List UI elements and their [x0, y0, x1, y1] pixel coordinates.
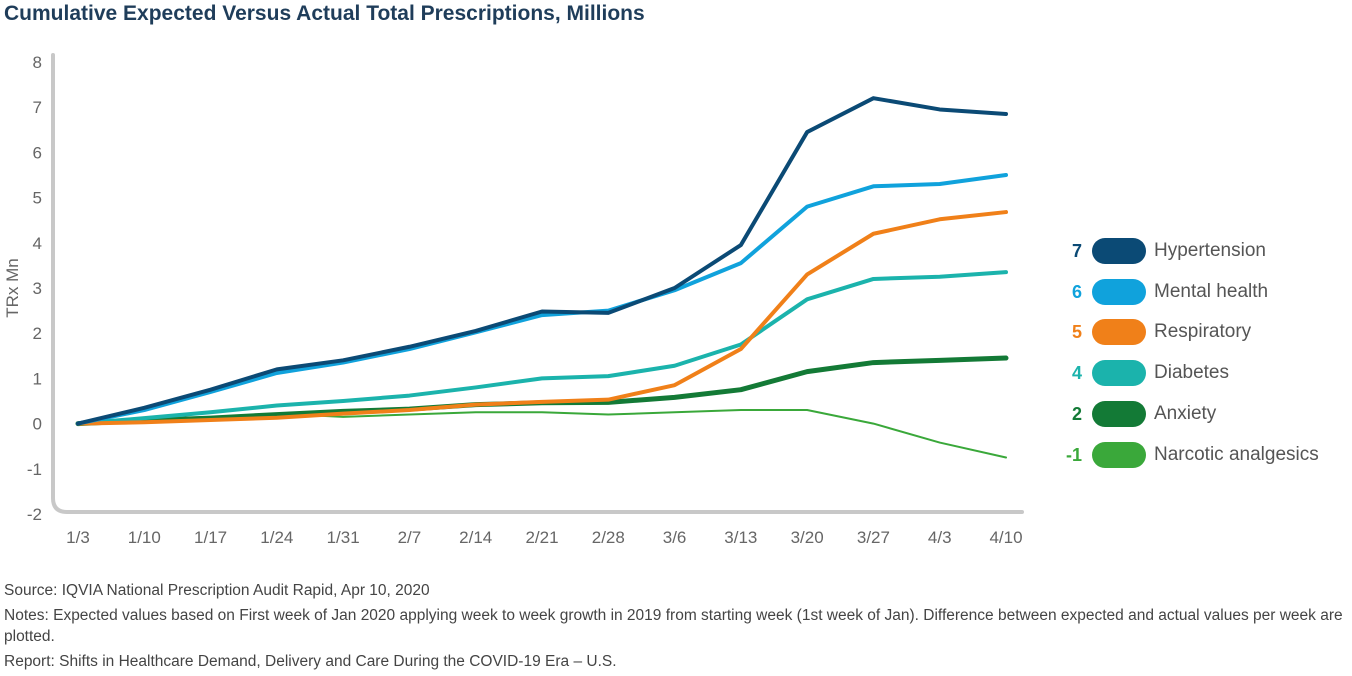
- y-axis-label: TRx Mn: [3, 258, 22, 318]
- legend-value: 2: [1071, 403, 1082, 424]
- x-tick-label: 2/14: [459, 528, 492, 547]
- series-line-mental-health: [76, 173, 1008, 426]
- series-line-hypertension: [76, 96, 1008, 426]
- legend-label: Respiratory: [1154, 321, 1252, 342]
- legend-value: 4: [1071, 362, 1082, 383]
- x-tick-label: 1/3: [66, 528, 90, 547]
- x-tick-label: 3/20: [791, 528, 824, 547]
- y-tick-label: 6: [33, 143, 42, 162]
- y-tick-label: 3: [33, 279, 42, 298]
- chart-title: Cumulative Expected Versus Actual Total …: [4, 2, 645, 25]
- x-tick-label: 1/10: [128, 528, 161, 547]
- y-tick-label: 4: [33, 234, 42, 253]
- legend-label: Diabetes: [1154, 362, 1229, 383]
- legend-swatch: [1092, 319, 1146, 345]
- legend-label: Narcotic analgesics: [1154, 444, 1319, 465]
- x-tick-label: 1/31: [327, 528, 360, 547]
- x-tick-label: 3/6: [663, 528, 687, 547]
- legend-swatch: [1092, 401, 1146, 427]
- legend-swatch: [1092, 279, 1146, 305]
- notes-text: Notes: Expected values based on First we…: [4, 607, 1343, 645]
- legend-item-diabetes: 4 Diabetes: [1060, 358, 1229, 388]
- legend-item-mental-health: 6 Mental health: [1060, 277, 1268, 307]
- source-note: Source: IQVIA National Prescription Audi…: [4, 582, 430, 599]
- y-tick-label: -2: [27, 505, 42, 524]
- y-tick-label: 5: [33, 189, 42, 208]
- legend-value: 6: [1071, 281, 1082, 302]
- line-chart: 8 7 6 5 4 3 2 1 0 -1 -2 1/3 1/10 1/17 1/24 1/31 2/7 2/14…: [3, 53, 1024, 547]
- y-tick-label: 1: [33, 369, 42, 388]
- legend-item-anxiety: 2 Anxiety: [1060, 399, 1216, 429]
- report-note: Report: Shifts in Healthcare Demand, Del…: [4, 653, 617, 670]
- legend-label: Mental health: [1154, 281, 1269, 302]
- x-tick-label: 4/3: [928, 528, 952, 547]
- series-line-respiratory: [76, 210, 1008, 426]
- x-tick-label: 2/21: [525, 528, 558, 547]
- y-tick-label: 7: [33, 98, 42, 117]
- legend-item-hypertension: 7 Hypertension: [1060, 236, 1266, 266]
- y-tick-label: 8: [33, 53, 42, 72]
- series-lines: [75, 96, 1009, 459]
- series-line-diabetes: [76, 270, 1008, 426]
- x-tick-label: 2/28: [592, 528, 625, 547]
- y-tick-label: -1: [27, 460, 42, 479]
- y-tick-label: 0: [33, 415, 42, 434]
- legend-label: Anxiety: [1154, 403, 1217, 424]
- y-tick-labels: 8 7 6 5 4 3 2 1 0 -1 -2: [27, 53, 42, 524]
- legend-swatch: [1092, 442, 1146, 468]
- legend-value: 7: [1071, 240, 1082, 261]
- x-tick-label: 4/10: [989, 528, 1022, 547]
- legend-swatch: [1092, 360, 1146, 386]
- x-tick-label: 3/13: [724, 528, 757, 547]
- legend-value: 5: [1071, 321, 1082, 342]
- legend-item-narcotic-analgesics: -1 Narcotic analgesics: [1060, 440, 1319, 470]
- x-tick-label: 1/17: [194, 528, 227, 547]
- legend-swatch: [1092, 238, 1146, 264]
- x-tick-label: 3/27: [857, 528, 890, 547]
- x-tick-label: 1/24: [260, 528, 293, 547]
- footer-notes: Source: IQVIA National Prescription Audi…: [4, 580, 1344, 676]
- legend-label: Hypertension: [1154, 240, 1266, 261]
- legend-item-respiratory: 5 Respiratory: [1060, 317, 1251, 347]
- y-tick-label: 2: [33, 324, 42, 343]
- axis-frame: [51, 53, 1024, 514]
- legend-value: -1: [1065, 444, 1082, 465]
- x-tick-labels: 1/3 1/10 1/17 1/24 1/31 2/7 2/14 2/21 2/28 3/6 3/1…: [66, 528, 1022, 547]
- x-tick-label: 2/7: [398, 528, 422, 547]
